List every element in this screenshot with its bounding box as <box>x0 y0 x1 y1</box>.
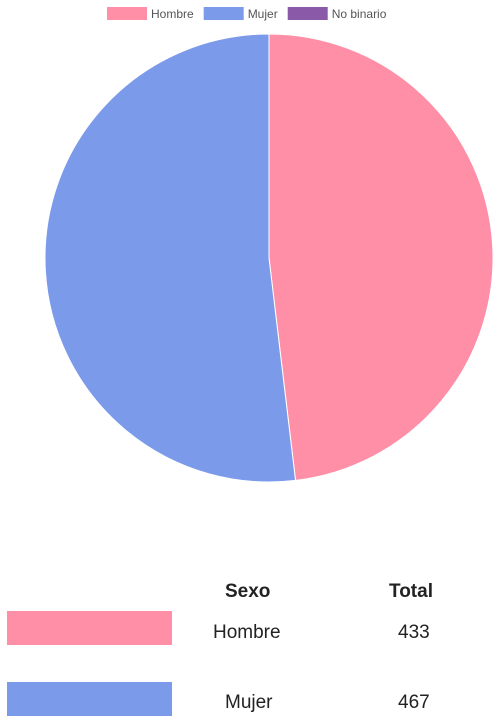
table-header-total: Total <box>389 581 433 602</box>
table-cell-sexo: Hombre <box>213 622 281 643</box>
table-cell-total: 467 <box>398 692 430 713</box>
legend-swatch <box>107 7 147 20</box>
color-swatch-mujer <box>7 682 172 716</box>
pie-slice-hombre <box>268 33 494 481</box>
legend-swatch <box>203 7 244 20</box>
legend-item-mujer: Mujer <box>203 7 278 21</box>
legend-swatch <box>287 7 328 20</box>
table-cell-sexo: Mujer <box>225 692 273 713</box>
chart-legend: Hombre Mujer No binario <box>107 7 387 21</box>
pie-slice-mujer <box>44 33 297 483</box>
legend-item-no-binario: No binario <box>287 7 387 21</box>
color-swatch-hombre <box>7 611 172 645</box>
legend-item-hombre: Hombre <box>107 7 194 21</box>
table-header-sexo: Sexo <box>225 581 271 602</box>
pie-slices <box>44 33 494 483</box>
table-cell-total: 433 <box>398 622 430 643</box>
legend-label: Hombre <box>151 7 194 21</box>
legend-label: No binario <box>332 7 387 21</box>
legend-label: Mujer <box>248 7 278 21</box>
